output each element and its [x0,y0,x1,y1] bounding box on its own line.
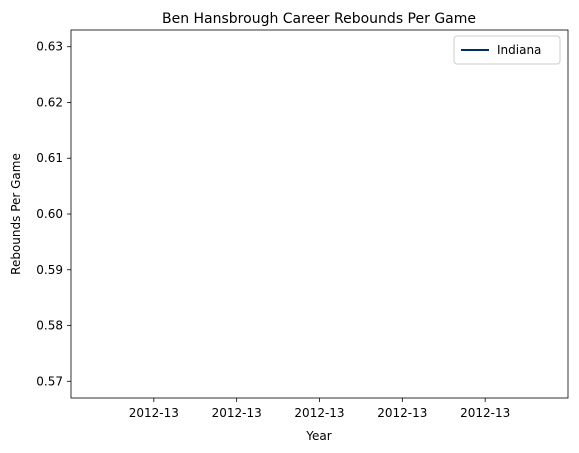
x-tick-label: 2012-13 [377,406,427,420]
legend-entry-label: Indiana [497,43,541,57]
y-tick-label: 0.58 [36,319,63,333]
plot-area [70,29,569,399]
x-axis-ticks: 2012-13 2012-13 2012-13 2012-13 2012-13 [129,398,510,420]
x-axis-label: Year [305,429,331,443]
y-axis-label: Rebounds Per Game [9,153,23,275]
y-tick-label: 0.59 [36,263,63,277]
y-tick-label: 0.62 [36,95,63,109]
legend: Indiana [453,35,561,65]
y-axis-ticks: 0.57 0.58 0.59 0.60 0.61 0.62 0.63 [36,40,71,388]
x-tick-label: 2012-13 [212,406,262,420]
y-tick-label: 0.63 [36,40,63,54]
y-tick-label: 0.60 [36,207,63,221]
legend-frame [453,35,561,65]
x-tick-label: 2012-13 [294,406,344,420]
x-tick-label: 2012-13 [129,406,179,420]
y-tick-label: 0.57 [36,374,63,388]
x-tick-label: 2012-13 [460,406,510,420]
y-tick-label: 0.61 [36,151,63,165]
chart-title: Ben Hansbrough Career Rebounds Per Game [162,11,476,27]
